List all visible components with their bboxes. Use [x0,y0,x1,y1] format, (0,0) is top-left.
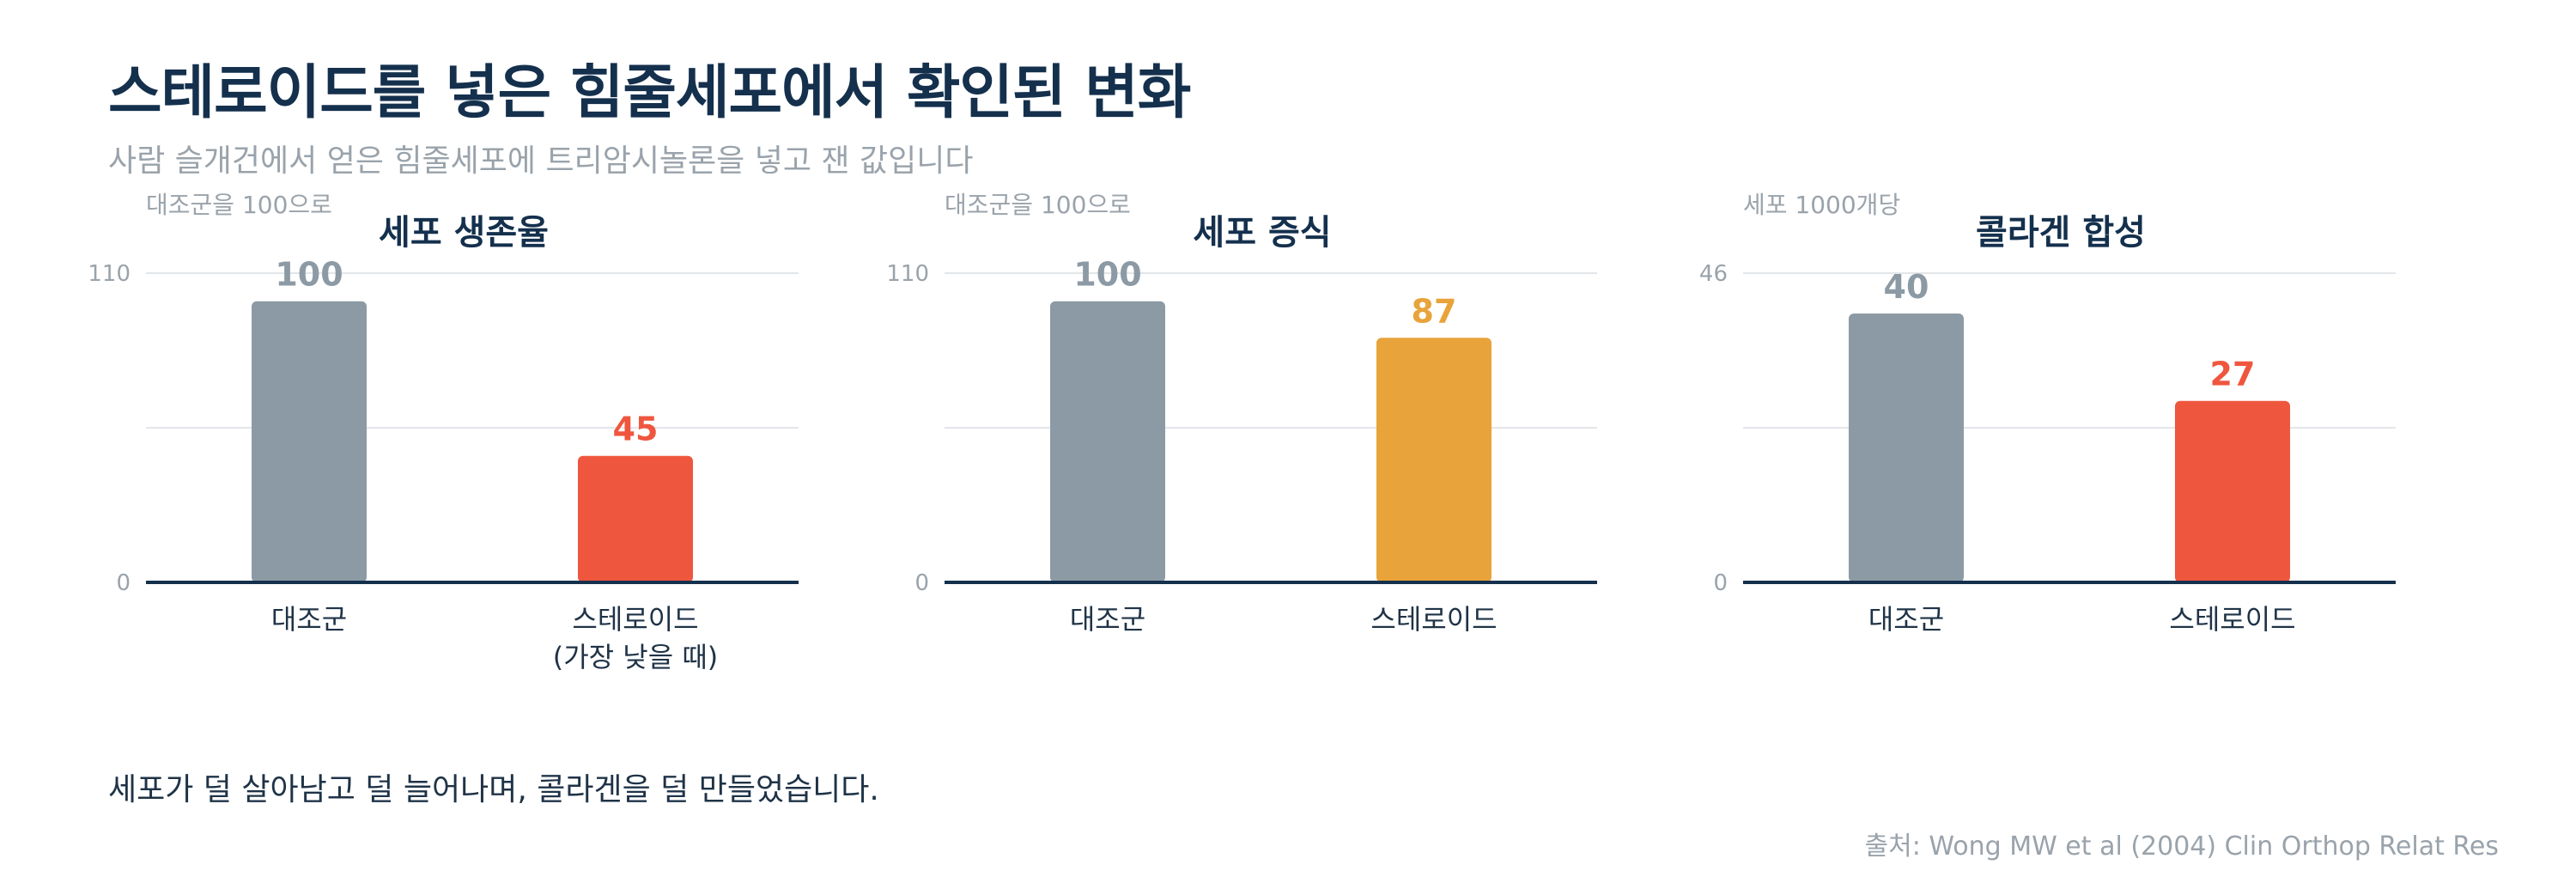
source-citation: 출처: Wong MW et al (2004) Clin Orthop Rel… [1864,831,2499,862]
bar [1376,338,1492,582]
category-label: 대조군 [271,603,347,636]
category-label: 대조군 [1868,603,1944,636]
y-tick-label: 46 [1699,261,1728,287]
bar [2175,400,2290,582]
y-unit-label: 대조군을 100으로 [945,191,1131,219]
panel-title: 세포 생존율 [379,213,549,253]
bar-value-label: 87 [1412,292,1457,330]
y-tick-label: 110 [886,261,929,287]
y-tick-label: 0 [1713,570,1728,596]
bar-value-label: 40 [1884,268,1929,306]
y-unit-label: 대조군을 100으로 [146,191,332,219]
bar [578,455,693,582]
bar-value-label: 27 [2210,356,2256,393]
bar [1050,301,1165,582]
panel-title: 콜라겐 합성 [1976,213,2146,253]
category-label: 대조군 [1070,603,1145,636]
y-tick-label: 0 [116,570,131,596]
page-title: 스테로이드를 넣은 힘줄세포에서 확인된 변화 [108,59,1191,127]
bar-value-label: 45 [613,411,659,448]
bar-value-label: 100 [275,256,343,294]
page-subtitle: 사람 슬개건에서 얻은 힘줄세포에 트리암시놀론을 넣고 잰 값입니다 [108,143,974,179]
y-unit-label: 세포 1000개당 [1743,191,1900,219]
category-label: 스테로이드 [2169,603,2295,636]
category-label: (가장 낮을 때) [553,641,719,673]
bar [252,301,367,582]
y-tick-label: 110 [88,261,131,287]
category-label: 스테로이드 [1370,603,1497,636]
bar-value-label: 100 [1073,256,1141,294]
bar [1849,313,1964,582]
category-label: 스테로이드 [572,603,698,636]
y-tick-label: 0 [914,570,929,596]
panel-title: 세포 증식 [1193,213,1331,253]
footnote: 세포가 덜 살아남고 덜 늘어나며, 콜라겐을 덜 만들었습니다. [108,772,879,807]
